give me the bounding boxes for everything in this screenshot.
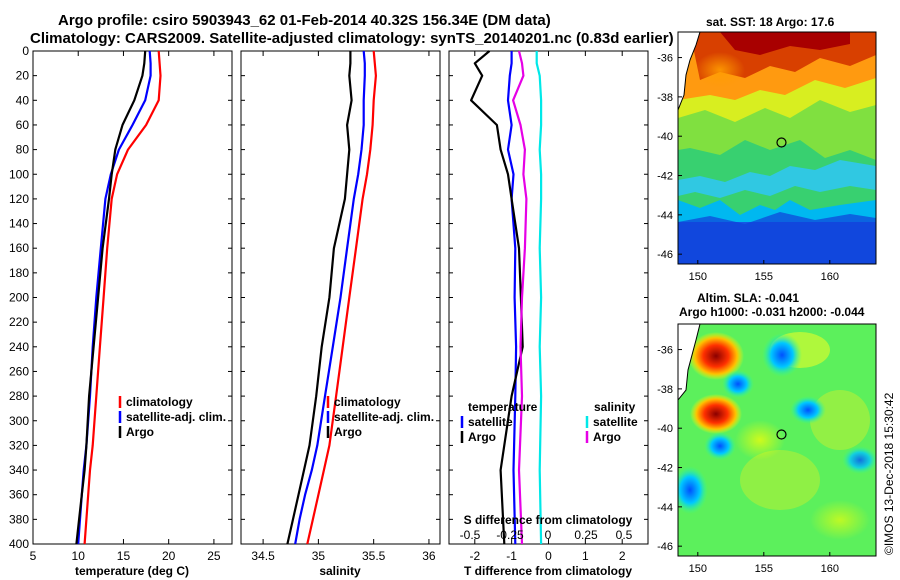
x-tick-label: -2 — [469, 549, 480, 563]
depth-tick-label: 180 — [9, 266, 29, 280]
sla-map-lat-tick-label: -42 — [657, 463, 673, 475]
sla-map-lon-tick-label: 150 — [689, 563, 707, 575]
depth-tick-label: 320 — [9, 438, 29, 452]
depth-tick-label: 60 — [16, 118, 30, 132]
sst-map-lon-tick-label: 160 — [821, 271, 839, 283]
sla-map-argo-position-marker — [776, 429, 787, 440]
x-tick-label: 20 — [162, 549, 176, 563]
s-difference-tick-label: 0 — [545, 528, 552, 542]
series-line-satellite-adj-clim- — [294, 50, 366, 545]
series-line-argo — [75, 50, 147, 545]
depth-tick-label: 20 — [16, 69, 30, 83]
depth-tick-label: 360 — [9, 488, 29, 502]
series-line-climatology — [306, 50, 377, 545]
depth-tick-label: 380 — [9, 512, 29, 526]
legend-entry: Argo — [334, 425, 362, 439]
sst-map-lon-tick-label: 150 — [689, 271, 707, 283]
series-line-argo — [286, 51, 353, 545]
chart-layer: 0204060801001201401601802002202402602803… — [9, 44, 839, 578]
sst-map-lon-tick-label: 155 — [755, 271, 773, 283]
sst-map-lat-tick-label: -46 — [657, 249, 673, 261]
sla-map-lat-tick-label: -46 — [657, 541, 673, 553]
legend-entry: climatology — [126, 395, 193, 409]
depth-tick-label: 0 — [22, 44, 29, 58]
depth-tick-label: 220 — [9, 315, 29, 329]
s-difference-tick-label: -0.25 — [496, 528, 524, 542]
sst-map-lat-tick-label: -44 — [657, 210, 673, 222]
s-difference-tick-label: -0.5 — [460, 528, 481, 542]
x-tick-label: 2 — [619, 549, 626, 563]
depth-tick-label: 280 — [9, 389, 29, 403]
depth-tick-label: 200 — [9, 291, 29, 305]
x-tick-label: 10 — [72, 549, 86, 563]
sla-map-lon-tick-label: 160 — [821, 563, 839, 575]
sst-map-lat-tick-label: -38 — [657, 92, 673, 104]
sst-map-lat-tick-label: -42 — [657, 171, 673, 183]
depth-tick-label: 100 — [9, 167, 29, 181]
sla-map-lat-tick-label: -40 — [657, 423, 673, 435]
sla-map-lat-tick-label: -36 — [657, 345, 673, 357]
sst-map-lat-tick-label: -36 — [657, 53, 673, 65]
sla-map-subtitle: Argo h1000: -0.031 h2000: -0.044 — [679, 305, 865, 319]
depth-tick-label: 260 — [9, 364, 29, 378]
x-tick-label: 35 — [312, 549, 326, 563]
series-line-s-argo — [511, 50, 528, 545]
difference-axis-label: T difference from climatology — [464, 564, 632, 578]
legend-entry: satellite-adj. clim. — [126, 410, 226, 424]
x-tick-label: 5 — [30, 549, 37, 563]
legend-title-temperature: temperature — [468, 400, 538, 414]
legend-entry: climatology — [334, 395, 401, 409]
legend-entry: Argo — [593, 430, 621, 444]
salinity-axis-label: salinity — [319, 564, 361, 578]
depth-tick-label: 80 — [16, 143, 30, 157]
sla-map-lat-tick-label: -38 — [657, 384, 673, 396]
x-tick-label: 1 — [582, 549, 589, 563]
series-line-t-satellite — [506, 51, 518, 545]
depth-tick-label: 300 — [9, 414, 29, 428]
sst-map — [677, 31, 877, 265]
series-line-climatology — [83, 50, 162, 545]
title-line-2: Climatology: CARS2009. Satellite-adjuste… — [30, 30, 674, 47]
x-tick-label: 15 — [117, 549, 131, 563]
depth-tick-label: 160 — [9, 241, 29, 255]
title-line-1: Argo profile: csiro 5903943_62 01-Feb-20… — [58, 12, 551, 29]
legend-title-salinity: salinity — [594, 400, 636, 414]
depth-tick-label: 140 — [9, 217, 29, 231]
sst-map-lat-tick-label: -40 — [657, 131, 673, 143]
depth-tick-label: 340 — [9, 463, 29, 477]
difference-plot-frame — [448, 50, 649, 545]
legend-entry: Argo — [468, 430, 496, 444]
legend-entry: satellite-adj. clim. — [334, 410, 434, 424]
x-tick-label: 25 — [207, 549, 221, 563]
s-difference-tick-label: 0.25 — [574, 528, 598, 542]
x-tick-label: 36 — [422, 549, 436, 563]
series-line-t-argo — [470, 50, 524, 545]
s-difference-tick-label: 0.5 — [616, 528, 633, 542]
sla-map-title: Altim. SLA: -0.041 — [697, 291, 800, 305]
sst-map-title: sat. SST: 18 Argo: 17.6 — [706, 15, 835, 29]
x-tick-label: -1 — [506, 549, 517, 563]
legend-entry: satellite — [468, 415, 513, 429]
series-line-s-satellite — [535, 51, 543, 545]
sst-map-argo-position-marker — [776, 137, 787, 148]
depth-tick-label: 120 — [9, 192, 29, 206]
depth-tick-label: 40 — [16, 93, 30, 107]
sla-map-lat-tick-label: -44 — [657, 502, 673, 514]
sla-map-lon-tick-label: 155 — [755, 563, 773, 575]
x-tick-label: 0 — [545, 549, 552, 563]
depth-tick-label: 240 — [9, 340, 29, 354]
legend-entry: satellite — [593, 415, 638, 429]
sla-map — [677, 323, 877, 557]
salinity-difference-axis-label: S difference from climatology — [464, 513, 633, 527]
x-tick-label: 35.5 — [362, 549, 386, 563]
legend-entry: Argo — [126, 425, 154, 439]
temperature-axis-label: temperature (deg C) — [75, 564, 189, 578]
x-tick-label: 34.5 — [251, 549, 275, 563]
depth-tick-label: 400 — [9, 537, 29, 551]
